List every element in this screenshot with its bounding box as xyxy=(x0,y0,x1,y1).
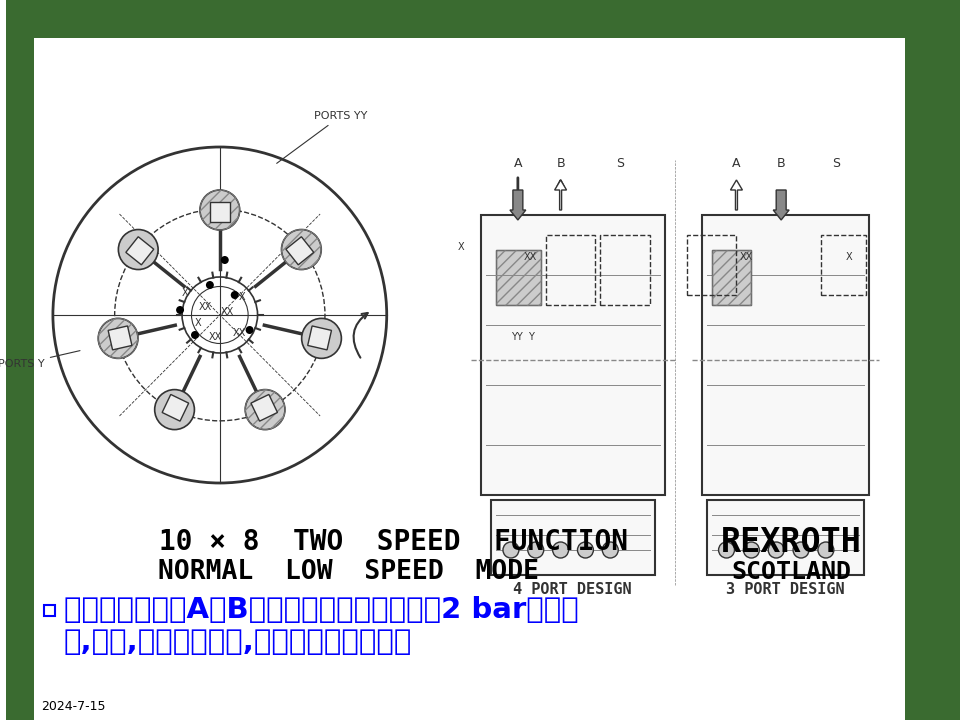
Text: 2024-7-15: 2024-7-15 xyxy=(41,700,106,713)
Circle shape xyxy=(301,318,342,359)
Text: X: X xyxy=(181,288,188,298)
Bar xyxy=(308,326,331,350)
Circle shape xyxy=(230,291,239,299)
Circle shape xyxy=(98,318,138,359)
Text: XX: XX xyxy=(740,252,753,262)
Circle shape xyxy=(503,542,518,558)
Bar xyxy=(545,235,595,305)
Circle shape xyxy=(743,542,759,558)
Text: 油,这样,所有柱塞回缩,轴端处于自由状态。: 油,这样,所有柱塞回缩,轴端处于自由状态。 xyxy=(63,628,412,656)
FancyArrow shape xyxy=(510,190,526,220)
Bar xyxy=(821,235,866,295)
Bar xyxy=(210,202,229,222)
Text: XX: XX xyxy=(233,328,247,338)
Text: SCOTLAND: SCOTLAND xyxy=(732,560,852,584)
Circle shape xyxy=(155,390,195,430)
Bar xyxy=(286,237,314,265)
Bar xyxy=(711,250,752,305)
Text: YY  Y: YY Y xyxy=(511,332,535,342)
Bar xyxy=(600,235,650,305)
Text: X: X xyxy=(458,242,465,252)
Text: REXROTH: REXROTH xyxy=(721,526,861,559)
Bar xyxy=(496,250,540,305)
Text: A: A xyxy=(732,157,741,170)
Bar xyxy=(496,250,540,305)
Bar xyxy=(251,395,277,421)
Bar xyxy=(702,215,869,495)
Circle shape xyxy=(281,230,322,269)
Circle shape xyxy=(200,190,240,230)
Circle shape xyxy=(245,390,285,430)
Text: NORMAL  LOW  SPEED  MODE: NORMAL LOW SPEED MODE xyxy=(158,559,540,585)
FancyArrow shape xyxy=(555,180,566,210)
Text: PORTS Y: PORTS Y xyxy=(0,351,80,369)
Circle shape xyxy=(719,542,734,558)
Circle shape xyxy=(602,542,618,558)
Text: XX: XX xyxy=(199,302,211,312)
Bar xyxy=(162,395,189,421)
Circle shape xyxy=(528,542,543,558)
Text: XX: XX xyxy=(208,332,222,342)
Text: XX: XX xyxy=(524,252,538,262)
FancyArrow shape xyxy=(731,180,742,210)
Text: PORTS YY: PORTS YY xyxy=(276,111,368,163)
Bar xyxy=(481,215,665,495)
Bar xyxy=(108,326,132,350)
Bar xyxy=(492,500,655,575)
Text: S: S xyxy=(616,157,624,170)
Circle shape xyxy=(553,542,568,558)
FancyArrow shape xyxy=(773,190,789,220)
Bar xyxy=(686,235,736,295)
Bar xyxy=(6,0,34,720)
Circle shape xyxy=(191,331,199,339)
Circle shape xyxy=(768,542,784,558)
Circle shape xyxy=(578,542,593,558)
Text: X: X xyxy=(846,252,852,262)
Text: X: X xyxy=(238,292,245,302)
Bar xyxy=(126,237,154,265)
Text: B: B xyxy=(777,157,785,170)
Text: 3 PORT DESIGN: 3 PORT DESIGN xyxy=(726,582,845,598)
Text: XX: XX xyxy=(221,307,234,317)
Circle shape xyxy=(176,306,184,314)
Text: 自由轮状态：将A、B口连接，在泄漏油口加上2 bar的液压: 自由轮状态：将A、B口连接，在泄漏油口加上2 bar的液压 xyxy=(63,596,579,624)
Text: 4 PORT DESIGN: 4 PORT DESIGN xyxy=(514,582,632,598)
Circle shape xyxy=(118,230,158,269)
Text: B: B xyxy=(556,157,564,170)
Text: X: X xyxy=(195,318,202,328)
Text: 10 × 8  TWO  SPEED  FUNCTION: 10 × 8 TWO SPEED FUNCTION xyxy=(159,528,628,556)
Circle shape xyxy=(205,281,214,289)
Text: S: S xyxy=(831,157,840,170)
Bar xyxy=(707,500,864,575)
Circle shape xyxy=(246,326,253,334)
Bar xyxy=(44,605,55,616)
Text: A: A xyxy=(514,157,522,170)
Circle shape xyxy=(221,256,228,264)
Circle shape xyxy=(793,542,809,558)
Circle shape xyxy=(818,542,834,558)
Bar xyxy=(905,0,960,720)
Bar xyxy=(711,250,752,305)
Bar xyxy=(6,0,960,38)
